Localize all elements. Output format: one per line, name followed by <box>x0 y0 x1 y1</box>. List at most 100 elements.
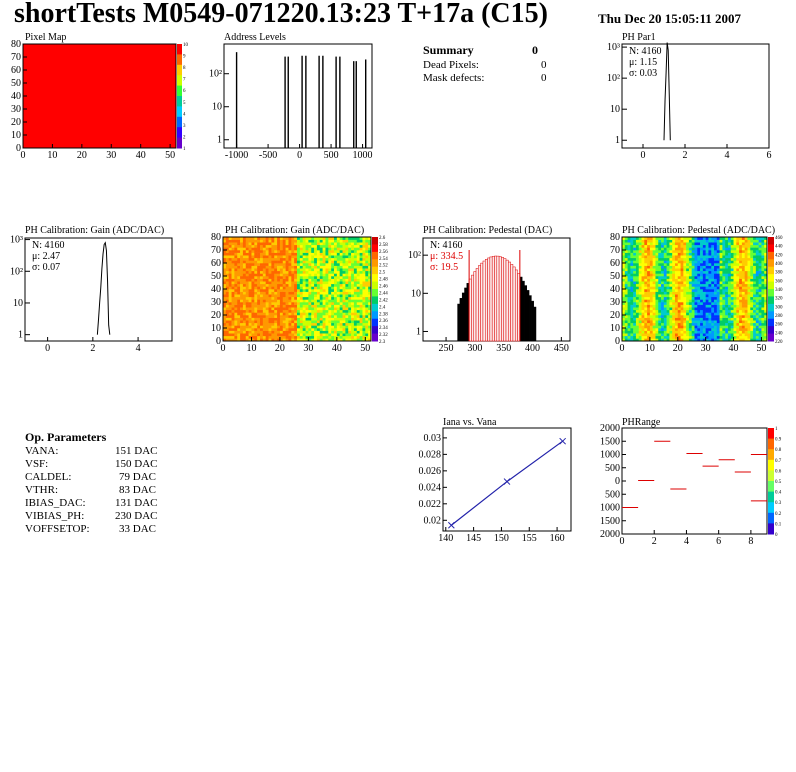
gain-map-cell <box>316 260 321 264</box>
gain-map-cell <box>319 239 323 243</box>
pedestal-map-cell <box>700 299 704 303</box>
pedestal-map-cell <box>624 338 628 342</box>
gain-map-cell <box>362 237 366 240</box>
gain-map-cell <box>316 330 321 334</box>
pedestal-map-cell <box>708 257 712 261</box>
gain-map-palette-cell <box>372 259 378 268</box>
pedestal-map-cell <box>635 325 640 329</box>
gain-map-cell <box>245 312 249 316</box>
pedestal-1d-xtick-label: 300 <box>467 343 482 354</box>
gain-map-cell <box>285 328 289 331</box>
gain-map-cell <box>305 242 309 246</box>
pedestal-map-cell <box>725 237 729 240</box>
pedestal-map-cell <box>669 335 673 339</box>
pedestal-map-cell <box>688 338 693 342</box>
pedestal-map-cell <box>638 312 642 316</box>
pedestal-map-cell <box>622 278 626 282</box>
gain-map-cell <box>359 276 363 279</box>
pedestal-1d-bin <box>478 265 481 342</box>
pedestal-map-cell <box>705 252 709 256</box>
gain-map-cell <box>299 270 303 274</box>
gain-map-cell <box>339 296 343 300</box>
pedestal-map-cell <box>658 320 662 324</box>
pedestal-map-cell <box>719 328 723 331</box>
gain-map-cell <box>345 286 349 290</box>
gain-map-cell <box>319 247 323 251</box>
gain-map-cell <box>265 322 269 326</box>
pedestal-map-cell <box>697 283 701 287</box>
pedestal-map-cell <box>669 237 673 240</box>
gain-map-cell <box>334 237 338 240</box>
gain-map-cell <box>237 255 241 259</box>
pedestal-map-cell <box>741 335 745 339</box>
gain-map-xtick-label: 20 <box>275 343 285 354</box>
pedestal-map-cell <box>736 276 740 279</box>
gain-map-cell <box>348 304 352 308</box>
pedestal-map-cell <box>705 304 709 308</box>
pedestal-map-cell <box>638 237 642 240</box>
pedestal-map-cell <box>669 309 673 313</box>
gain-map-cell <box>299 322 303 326</box>
gain-map-cell <box>348 276 352 279</box>
pedestal-map-cell <box>705 312 709 316</box>
gain-map-cell <box>294 330 298 334</box>
pedestal-map-cell <box>741 244 745 248</box>
pedestal-map-cell <box>744 276 748 279</box>
gain-map-cell <box>288 242 292 246</box>
gain-map-cell <box>228 257 232 261</box>
gain-map-cell <box>325 278 329 282</box>
gain-map-cell <box>311 265 315 269</box>
gain-map-cell <box>334 312 338 316</box>
gain-map-cell <box>339 242 343 246</box>
op-params-heading: Op. Parameters <box>25 430 107 444</box>
gain-map-cell <box>302 250 306 253</box>
pedestal-map-cell <box>753 294 757 298</box>
pedestal-map-cell <box>624 257 628 261</box>
pedestal-map-cell <box>622 317 626 321</box>
gain-map-cell <box>368 281 372 285</box>
pedestal-map-cell <box>711 304 715 308</box>
gain-map-cell <box>368 278 372 282</box>
gain-map-cell <box>325 294 329 298</box>
pedestal-map-cell <box>680 299 684 303</box>
pedestal-map-cell <box>622 309 626 313</box>
pedestal-map-cell <box>761 322 765 326</box>
pedestal-map-cell <box>686 257 690 261</box>
pedestal-map-cell <box>686 237 690 240</box>
gain-map-cell <box>345 239 349 243</box>
pedestal-map-cell <box>677 276 681 279</box>
pedestal-map-cell <box>741 294 745 298</box>
pedestal-map-cell <box>719 291 723 295</box>
pedestal-map-cell <box>725 289 729 292</box>
gain-map-cell <box>356 299 360 303</box>
gain-map-cell <box>348 239 352 243</box>
gain-map-cell <box>242 237 247 240</box>
gain-map-cell <box>359 315 363 318</box>
gain-map-cell <box>251 244 255 248</box>
gain-map-cell <box>285 294 289 298</box>
pedestal-map-cell <box>652 315 656 318</box>
pedestal-map-cell <box>714 312 718 316</box>
pedestal-map-cell <box>669 330 673 334</box>
gain-map-cell <box>254 289 258 292</box>
pedestal-map-cell <box>644 291 648 295</box>
gain-map-cell <box>254 312 258 316</box>
gain-map-cell <box>319 273 323 277</box>
gain-map-cell <box>353 286 358 290</box>
pedestal-map-cell <box>730 291 734 295</box>
gain-map-cell <box>294 242 298 246</box>
gain-map-palette-label: 2.54 <box>379 257 388 262</box>
gain-map-cell <box>339 304 343 308</box>
gain-map-cell <box>308 312 312 316</box>
pedestal-map-cell <box>666 278 670 282</box>
gain-map-cell <box>257 302 261 305</box>
pedestal-map-cell <box>736 281 740 285</box>
gain-map-cell <box>228 312 232 316</box>
pixel-map-fill <box>23 44 176 148</box>
gain-map-cell <box>331 255 335 259</box>
gain-map-cell <box>368 325 372 329</box>
pedestal-map-cell <box>658 304 662 308</box>
gain-map-cell <box>297 309 301 313</box>
gain-map-cell <box>242 273 247 277</box>
gain-map-cell <box>228 242 232 246</box>
